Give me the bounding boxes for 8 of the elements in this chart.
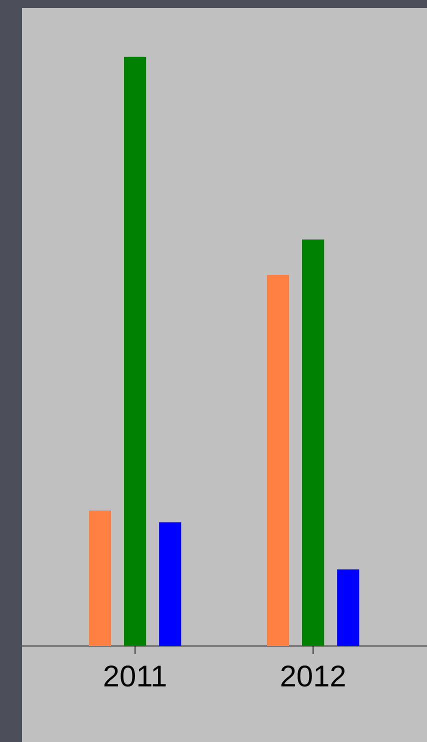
x-tick-label: 2011 [104, 665, 166, 687]
bar [337, 569, 360, 646]
x-tick-label: 2012 [281, 665, 345, 687]
bar [266, 274, 290, 646]
bar [302, 240, 324, 646]
bar [159, 522, 182, 646]
bar [88, 510, 112, 646]
bar [124, 56, 146, 646]
